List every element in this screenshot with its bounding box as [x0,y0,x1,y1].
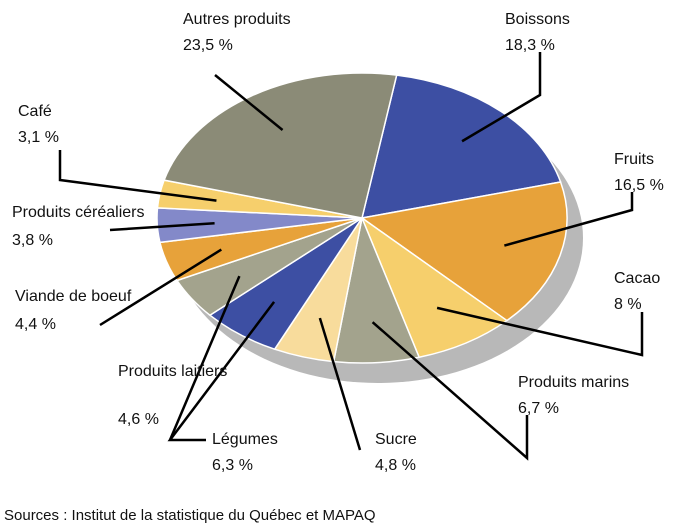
pie-slice [360,74,562,219]
slice-label: Fruits [614,151,654,168]
slice-label: Sucre [375,431,417,448]
value-label: 4,8 % [375,457,416,474]
leader-line [58,150,217,202]
slice-label: Produits marins [518,374,629,391]
value-label: 8 % [614,296,642,313]
pie-slice [360,215,509,359]
value-label: 6,7 % [518,400,559,417]
leader-line [99,248,222,327]
leader-line [504,192,634,247]
leader-line [214,74,284,131]
value-label: 6,3 % [212,457,253,474]
value-label: 4,6 % [118,411,159,428]
value-label: 23,5 % [183,37,233,54]
slice-label: Viande de boeuf [15,288,132,305]
pie-slice [360,181,568,322]
leader-line [318,317,362,451]
slice-label: Produits laitiers [118,363,227,380]
value-label: 18,3 % [505,37,555,54]
value-label: 3,1 % [18,129,59,146]
pie-slice [163,72,398,219]
slice-label: Produits céréaliers [12,204,145,221]
slice-label: Légumes [212,431,278,448]
slice-label: Cacao [614,270,660,287]
slice-label: Café [18,103,52,120]
leader-line [168,275,241,441]
leader-line [461,52,542,143]
slice-label: Autres produits [183,11,291,28]
slice-label: Boissons [505,11,570,28]
leader-line [371,321,529,461]
source: Sources : Institut de la statistique du … [4,507,376,524]
value-label: 3,8 % [12,232,53,249]
value-label: 4,4 % [15,316,56,333]
leader-line [436,306,644,357]
value-label: 16,5 % [614,177,664,194]
leader-line [109,221,215,232]
